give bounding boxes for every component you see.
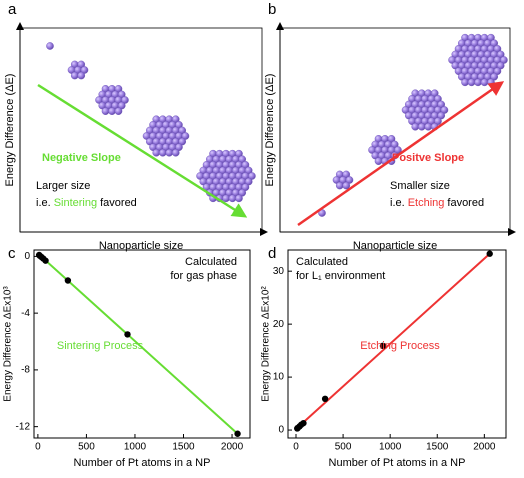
atom — [46, 42, 54, 50]
data-point — [64, 277, 72, 284]
x-tick-label: 1000 — [124, 442, 147, 453]
trend-arrow — [37, 83, 248, 218]
atom — [70, 71, 79, 80]
atom — [467, 78, 476, 87]
data-point — [42, 257, 49, 264]
x-tick-label: 0 — [293, 442, 299, 453]
data-point — [379, 342, 387, 350]
fit-line — [37, 252, 239, 435]
y-axis-label: Energy Difference ΔEx10² — [261, 286, 272, 402]
y-axis-label: Energy Difference (ΔE) — [264, 74, 276, 187]
trend-note-suffix: favored — [100, 197, 137, 209]
atom — [461, 78, 469, 87]
slope-label: Negative Slope — [42, 152, 121, 164]
nanoparticle — [448, 33, 508, 87]
atom — [152, 148, 161, 157]
trend-note: i.e. Etching favored — [390, 197, 484, 209]
nanoparticle — [401, 89, 449, 131]
atom — [424, 122, 433, 131]
annotation: for L₁ environment — [296, 270, 385, 282]
nanoparticle — [95, 85, 129, 115]
panel-letter: c — [8, 245, 16, 262]
trend-note: i.e. Sintering favored — [36, 197, 137, 209]
atom — [335, 181, 344, 190]
y-tick-label: 10 — [273, 372, 285, 383]
annotation: for gas phase — [170, 270, 237, 282]
nanoparticle — [46, 42, 54, 50]
atom — [374, 157, 383, 165]
trend-note-prefix: i.e. — [36, 197, 51, 209]
x-tick-label: 2000 — [473, 442, 496, 453]
nanoparticle — [142, 115, 190, 157]
x-axis-label: Number of Pt atoms in a NP — [329, 457, 466, 469]
x-tick-label: 500 — [78, 442, 95, 453]
annotation: Calculated — [296, 256, 348, 268]
fit-line — [295, 252, 491, 430]
plot-frame — [33, 249, 251, 439]
atom — [101, 107, 110, 115]
x-tick-label: 1500 — [172, 442, 195, 453]
y-axis-label: Energy Difference (ΔE) — [4, 74, 16, 187]
x-tick-label: 1000 — [379, 442, 402, 453]
y-tick-label: 0 — [278, 425, 284, 436]
panel-frame — [19, 27, 263, 233]
plot-frame — [287, 249, 507, 439]
y-axis-label: Energy Difference ΔEx10³ — [3, 286, 14, 402]
atom — [158, 148, 167, 157]
atom — [228, 194, 237, 203]
trend-note-prefix: i.e. — [390, 197, 405, 209]
data-point — [486, 250, 493, 257]
y-tick-label: -4 — [21, 308, 30, 319]
atom — [222, 194, 230, 203]
x-tick-label: 500 — [335, 442, 352, 453]
data-point — [300, 419, 307, 427]
y-tick-label: -12 — [16, 421, 31, 432]
trend-arrow — [297, 81, 505, 227]
x-tick-label: 2000 — [221, 442, 244, 453]
nanoparticle — [67, 60, 89, 80]
panel-letter: d — [268, 245, 276, 262]
x-axis-label: Number of Pt atoms in a NP — [74, 457, 211, 469]
data-point — [124, 331, 131, 338]
annotation: Sintering Process — [57, 340, 144, 352]
atom — [342, 181, 351, 190]
nanoparticle — [196, 149, 256, 203]
slope-label: Positve Slope — [392, 152, 464, 164]
panel-letter: b — [268, 1, 276, 18]
y-tick-label: 30 — [273, 266, 285, 277]
x-axis-label: Nanoparticle size — [99, 240, 183, 252]
size-note: Larger size — [36, 180, 90, 192]
atom — [108, 107, 116, 115]
data-point — [321, 395, 329, 403]
size-note: Smaller size — [390, 180, 450, 192]
y-tick-label: 0 — [24, 251, 30, 262]
panel-frame — [279, 27, 511, 233]
nanoparticle — [368, 135, 402, 165]
x-axis-label: Nanoparticle size — [353, 240, 437, 252]
atom — [114, 107, 123, 115]
annotation: Etching Process — [360, 340, 440, 352]
y-tick-label: 20 — [273, 319, 285, 330]
trend-note-highlight: Etching — [408, 197, 445, 209]
y-tick-label: -8 — [21, 365, 30, 376]
nanoparticle — [332, 170, 354, 190]
atom — [480, 78, 489, 87]
atom — [165, 148, 174, 157]
trend-note-highlight: Sintering — [54, 197, 97, 209]
annotation: Calculated — [185, 256, 237, 268]
atom — [235, 194, 243, 203]
atom — [77, 71, 86, 80]
atom — [417, 122, 426, 131]
x-tick-label: 0 — [35, 442, 41, 453]
panel-letter: a — [8, 1, 17, 18]
x-tick-label: 1500 — [426, 442, 449, 453]
atom — [411, 122, 420, 131]
data-point — [234, 430, 241, 437]
trend-note-suffix: favored — [447, 197, 484, 209]
atom — [487, 78, 495, 87]
atom — [474, 78, 482, 87]
atom — [171, 148, 180, 157]
